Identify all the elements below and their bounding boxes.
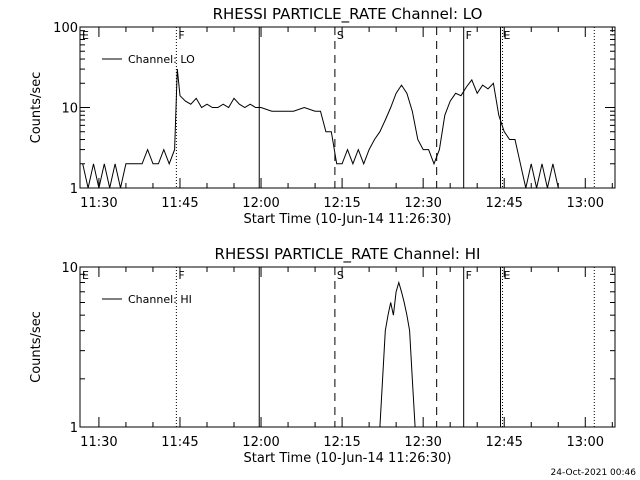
event-marker-label: S: [337, 29, 344, 42]
event-marker-label: F: [466, 29, 472, 42]
legend-label: Channel: HI: [128, 293, 192, 306]
x-tick-label: 11:45: [161, 435, 198, 450]
y-axis-label: Counts/sec: [29, 72, 44, 144]
x-tick-label: 12:15: [323, 196, 360, 211]
event-marker-label: F: [178, 269, 184, 282]
event-marker-label: E: [504, 269, 511, 282]
x-tick-label: 12:45: [485, 196, 522, 211]
lo-channel-panel: RHESSI PARTICLE_RATE Channel: LO 1 10 100 11…: [29, 5, 616, 227]
plot-frame: [79, 266, 616, 428]
y-tick-label: 1: [70, 421, 78, 436]
y-tick-label: 10: [61, 102, 78, 117]
event-marker-label: F: [466, 269, 472, 282]
event-marker-label: E: [82, 269, 89, 282]
hi-channel-panel: RHESSI PARTICLE_RATE Channel: HI 1 10 11:30…: [29, 245, 616, 466]
legend-label: Channel: LO: [128, 53, 195, 66]
chart-title: RHESSI PARTICLE_RATE Channel: HI: [215, 245, 481, 264]
x-tick-label: 13:00: [567, 435, 604, 450]
y-tick-label: 100: [53, 21, 78, 36]
event-marker-label: E: [82, 29, 89, 42]
x-tick-label: 11:30: [80, 196, 117, 211]
x-tick-label: 11:45: [161, 196, 198, 211]
x-tick-label: 13:00: [567, 196, 604, 211]
event-marker-label: S: [337, 269, 344, 282]
generation-timestamp: 24-Oct-2021 00:46: [551, 468, 637, 478]
x-tick-label: 12:45: [485, 435, 522, 450]
x-tick-label: 12:30: [404, 196, 441, 211]
x-tick-label: 12:00: [242, 435, 279, 450]
x-tick-label: 12:30: [404, 435, 441, 450]
x-tick-label: 12:15: [323, 435, 360, 450]
data-series-line: [82, 69, 559, 189]
x-axis-label: Start Time (10-Jun-14 11:26:30): [244, 451, 452, 466]
event-marker-label: E: [504, 29, 511, 42]
y-axis-label: Counts/sec: [29, 311, 44, 383]
x-axis-label: Start Time (10-Jun-14 11:26:30): [244, 212, 452, 227]
y-tick-label: 1: [70, 182, 78, 197]
y-tick-label: 10: [61, 261, 78, 276]
chart-title: RHESSI PARTICLE_RATE Channel: LO: [213, 5, 483, 24]
x-tick-label: 12:00: [242, 196, 279, 211]
x-tick-label: 11:30: [80, 435, 117, 450]
data-series-line: [379, 280, 416, 428]
event-marker-label: F: [178, 29, 184, 42]
